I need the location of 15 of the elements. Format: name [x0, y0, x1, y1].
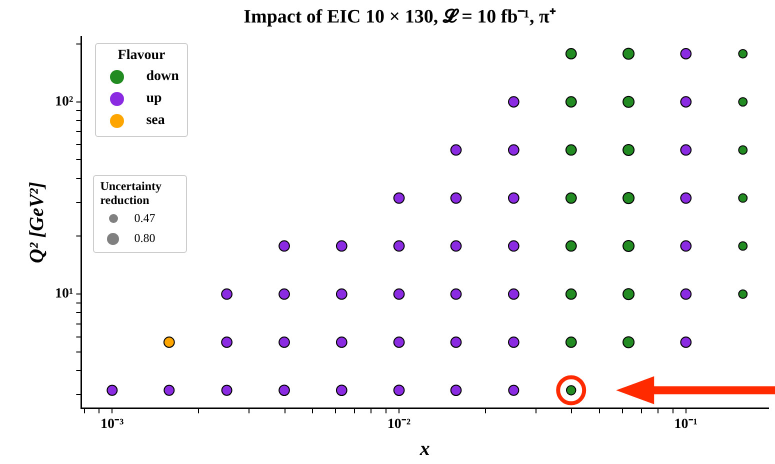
x-axis-title: x [418, 438, 430, 460]
y-tick-label: 10¹ [54, 286, 74, 302]
legend-title: Flavour [116, 48, 166, 64]
x-tick-label: 10⁻¹ [674, 417, 698, 432]
x-tick-label: 10⁻³ [100, 417, 124, 432]
legend-label: up [146, 90, 162, 107]
legend-label: 0.80 [134, 231, 156, 246]
annotation: Uncertainty reduction [100, 178, 163, 207]
legend-label: down [146, 68, 179, 85]
legend-label: sea [146, 112, 165, 129]
x-tick-label: 10⁻² [387, 417, 411, 432]
chart-title: Impact of EIC 10 × 130, 𝓛 = 10 fb⁻¹, π⁺ [244, 6, 556, 28]
y-axis-title: Q² [GeV²] [26, 181, 48, 264]
y-tick-label: 10² [54, 94, 74, 110]
legend-label: 0.47 [134, 211, 156, 226]
